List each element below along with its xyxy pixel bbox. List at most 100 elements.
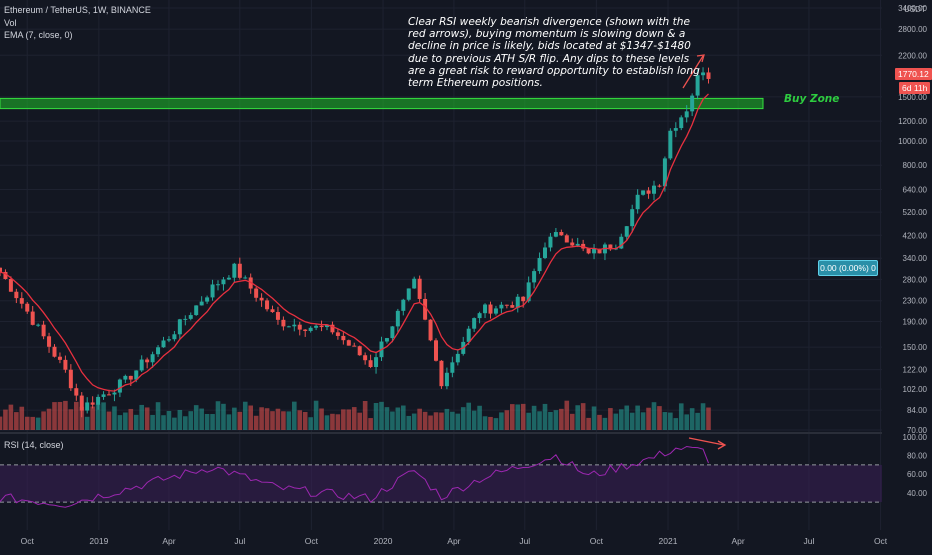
volume-bar bbox=[613, 413, 619, 430]
candle-body bbox=[150, 354, 155, 363]
candle-body bbox=[161, 340, 166, 348]
volume-bar bbox=[684, 414, 689, 430]
candle-body bbox=[624, 226, 629, 237]
candle-body bbox=[275, 312, 280, 320]
volume-bar bbox=[226, 414, 232, 430]
candle-body bbox=[570, 242, 575, 246]
volume-bar bbox=[411, 413, 417, 430]
volume-bar bbox=[559, 408, 564, 430]
candle-body bbox=[412, 278, 417, 289]
candle-body bbox=[635, 194, 640, 210]
volume-bar bbox=[210, 414, 215, 430]
price-tick-label: 3400.00 bbox=[898, 4, 927, 13]
volume-bar bbox=[646, 407, 651, 430]
countdown-tag: 6d 11h bbox=[899, 82, 931, 94]
volume-legend: Vol bbox=[4, 18, 17, 28]
rsi-tick-label: 100.00 bbox=[903, 433, 928, 442]
candle-body bbox=[85, 402, 90, 411]
candle-body bbox=[0, 267, 2, 272]
candle-body bbox=[499, 304, 504, 309]
time-tick-label: 2020 bbox=[374, 536, 393, 546]
volume-bar bbox=[221, 403, 226, 430]
measure-box[interactable]: 0.00 (0.00%) 0 bbox=[818, 260, 878, 276]
volume-bar bbox=[580, 403, 586, 430]
candle-body bbox=[57, 356, 62, 360]
volume-bar bbox=[35, 417, 41, 430]
candle-body bbox=[308, 327, 313, 331]
candle-body bbox=[79, 395, 84, 411]
price-tick-label: 150.00 bbox=[903, 343, 928, 352]
candle-body bbox=[630, 209, 635, 227]
price-tick-label: 1200.00 bbox=[898, 117, 927, 126]
volume-bar bbox=[52, 402, 57, 430]
candle-body bbox=[101, 394, 106, 397]
candle-body bbox=[684, 111, 689, 118]
candle-body bbox=[368, 360, 373, 368]
candle-body bbox=[553, 232, 558, 237]
candle-body bbox=[652, 185, 656, 194]
candle-body bbox=[96, 396, 101, 405]
time-tick-label: Jul bbox=[803, 536, 814, 546]
volume-bar bbox=[139, 404, 144, 430]
volume-bar bbox=[591, 406, 597, 430]
buy-zone-rect bbox=[0, 97, 764, 110]
candle-body bbox=[47, 336, 52, 347]
volume-bar bbox=[357, 412, 362, 430]
volume-bar bbox=[433, 412, 439, 430]
candle-body bbox=[592, 248, 597, 254]
candle-body bbox=[472, 318, 477, 329]
candle-body bbox=[543, 247, 547, 259]
candle-body bbox=[668, 130, 673, 159]
price-tick-label: 84.00 bbox=[907, 406, 928, 415]
volume-bar bbox=[188, 411, 194, 430]
time-tick-label: Oct bbox=[590, 536, 604, 546]
price-tick-label: 230.00 bbox=[903, 297, 928, 306]
rsi-line bbox=[0, 445, 709, 508]
candle-body bbox=[41, 324, 46, 337]
candle-body bbox=[510, 305, 515, 308]
candle-body bbox=[673, 128, 678, 131]
candle-body bbox=[128, 375, 133, 380]
candle-body bbox=[221, 279, 226, 285]
candle-body bbox=[504, 304, 509, 306]
volume-bar bbox=[95, 404, 101, 430]
volume-bar bbox=[460, 407, 466, 430]
volume-bar bbox=[499, 412, 504, 430]
candle-body bbox=[270, 309, 275, 313]
volume-bar bbox=[482, 416, 488, 430]
candle-body bbox=[68, 369, 73, 389]
candle-body bbox=[346, 340, 351, 346]
volume-bar bbox=[172, 417, 177, 430]
volume-bar bbox=[379, 401, 384, 430]
candle-body bbox=[74, 388, 79, 396]
volume-bar bbox=[155, 402, 161, 430]
volume-bar bbox=[417, 408, 422, 430]
volume-bar bbox=[133, 414, 139, 430]
candle-body bbox=[237, 263, 242, 278]
candle-body bbox=[690, 95, 695, 112]
volume-bar bbox=[68, 409, 74, 430]
volume-bar bbox=[466, 402, 471, 430]
candle-body bbox=[188, 315, 193, 319]
volume-bar bbox=[281, 411, 286, 430]
price-tick-label: 70.00 bbox=[907, 426, 928, 435]
volume-bar bbox=[144, 407, 150, 430]
candle-body bbox=[314, 325, 319, 328]
annotation-text: Clear RSI weekly bearish divergence (sho… bbox=[408, 16, 700, 90]
volume-bar bbox=[624, 405, 630, 430]
volume-bar bbox=[259, 407, 264, 430]
volume-bar bbox=[608, 408, 613, 430]
volume-bar bbox=[123, 412, 128, 430]
volume-bar bbox=[586, 417, 591, 430]
candle-body bbox=[325, 324, 329, 328]
volume-bar bbox=[14, 412, 19, 430]
candle-body bbox=[265, 300, 270, 310]
volume-bar bbox=[531, 405, 537, 430]
candle-body bbox=[243, 277, 248, 279]
volume-bar bbox=[450, 411, 455, 430]
candle-body bbox=[19, 298, 24, 304]
volume-bar bbox=[368, 418, 373, 430]
volume-bar bbox=[8, 404, 14, 430]
volume-bar bbox=[292, 401, 297, 430]
